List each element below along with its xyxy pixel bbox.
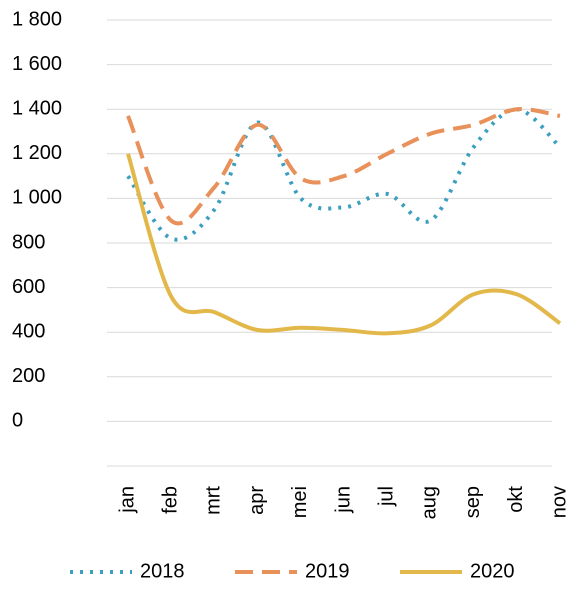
x-tick-label: aug <box>419 486 441 519</box>
y-tick-label: 200 <box>12 365 45 387</box>
x-tick-label: jul <box>375 486 397 507</box>
legend-label: 2019 <box>305 560 350 582</box>
y-tick-label: 1 000 <box>12 187 62 209</box>
y-tick-label: 400 <box>12 320 45 342</box>
x-tick-label: mrt <box>203 486 225 515</box>
x-tick-label: jan <box>116 486 138 514</box>
y-tick-label: 1 200 <box>12 142 62 164</box>
x-tick-label: apr <box>246 486 268 515</box>
x-tick-label: feb <box>159 486 181 514</box>
y-tick-label: 1 400 <box>12 97 62 119</box>
line-series <box>126 107 561 226</box>
y-tick-label: 1 600 <box>12 53 62 75</box>
legend-label: 2020 <box>470 560 515 582</box>
x-tick-label: mei <box>289 486 311 518</box>
x-tick-label: jun <box>332 486 354 514</box>
x-tick-label: sep <box>462 486 484 518</box>
y-tick-label: 0 <box>12 410 23 432</box>
line-series <box>126 153 562 336</box>
y-tick-label: 600 <box>12 276 45 298</box>
y-tick-label: 800 <box>12 231 45 253</box>
x-tick-label: nov <box>548 486 570 518</box>
y-tick-label: 1 800 <box>12 8 62 30</box>
legend-label: 2018 <box>140 560 185 582</box>
x-tick-label: okt <box>505 486 527 513</box>
